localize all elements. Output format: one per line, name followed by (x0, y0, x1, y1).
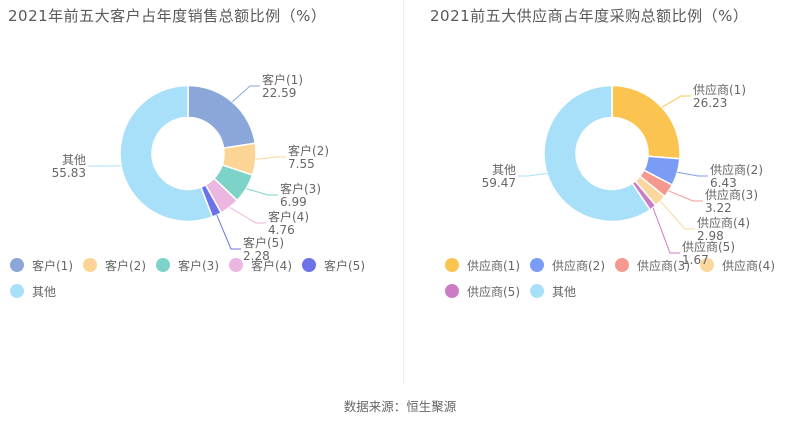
legend-label: 供应商(5) (467, 284, 520, 299)
slice-label: 客户(4) 4.76 (268, 209, 309, 237)
legend-item-1-1[interactable]: 供应商(2) (530, 257, 605, 273)
legend-item-1-2[interactable]: 供应商(3) (615, 257, 690, 273)
slice-label: 客户(3) 6.99 (280, 181, 321, 209)
label-leader-line (661, 95, 691, 108)
right-chart-title: 2021前五大供应商占年度采购总额比例（%） (430, 7, 749, 25)
legend-item-0-1[interactable]: 客户(2) (83, 257, 146, 273)
slice-label: 其他 59.47 (482, 163, 516, 190)
legend-item-0-4[interactable]: 客户(5) (302, 257, 365, 273)
pie-slice-0-0[interactable] (187, 84, 256, 149)
pie-slice-0-5[interactable] (119, 84, 214, 223)
legend-label: 供应商(4) (722, 258, 775, 273)
legend-item-1-0[interactable]: 供应商(1) (445, 257, 520, 273)
legend-label: 供应商(2) (552, 258, 605, 273)
panel-divider (403, 0, 404, 384)
legend-dot-icon (302, 258, 316, 272)
legend-dot-icon (700, 258, 714, 272)
legend-dot-icon (530, 258, 544, 272)
left-chart-legend: 客户(1) 客户(2) 客户(3) 客户(4) 客户(5) 其他 (10, 257, 402, 299)
slice-label: 供应商(3) 3.22 (705, 187, 758, 215)
slice-label: 供应商(1) 26.23 (693, 82, 746, 110)
slice-label: 客户(2) 7.55 (288, 143, 329, 171)
label-leader-line (255, 156, 286, 160)
label-leader-line (229, 206, 266, 224)
legend-item-1-4[interactable]: 供应商(5) (445, 283, 520, 299)
legend-item-0-2[interactable]: 客户(3) (156, 257, 219, 273)
label-leader-line (660, 200, 695, 230)
slice-label: 供应商(2) 6.43 (710, 162, 763, 190)
legend-item-1-3[interactable]: 供应商(4) (700, 257, 775, 273)
label-leader-line (231, 85, 260, 103)
legend-dot-icon (156, 258, 170, 272)
legend-label: 客户(2) (105, 258, 146, 273)
pie-slice-1-5[interactable] (543, 84, 651, 223)
data-source-note: 数据来源：恒生聚源 (343, 399, 457, 414)
legend-item-0-0[interactable]: 客户(1) (10, 257, 73, 273)
left-chart-title: 2021年前五大客户占年度销售总额比例（%） (8, 7, 327, 25)
legend-dot-icon (83, 258, 97, 272)
legend-label: 客户(4) (251, 258, 292, 273)
legend-dot-icon (445, 258, 459, 272)
legend-item-0-3[interactable]: 客户(4) (229, 257, 292, 273)
legend-item-0-5[interactable]: 其他 (10, 283, 56, 299)
slice-label: 客户(1) 22.59 (262, 72, 303, 100)
label-leader-line (216, 214, 241, 250)
label-leader-line (652, 207, 680, 254)
legend-dot-icon (615, 258, 629, 272)
legend-dot-icon (229, 258, 243, 272)
legend-dot-icon (10, 258, 24, 272)
legend-dot-icon (445, 284, 459, 298)
legend-label: 其他 (552, 284, 577, 299)
legend-label: 客户(3) (178, 258, 219, 273)
label-leader-line (246, 188, 278, 196)
legend-label: 供应商(3) (637, 258, 690, 273)
slice-label: 其他 55.83 (52, 153, 86, 180)
right-chart-legend: 供应商(1) 供应商(2) 供应商(3) 供应商(4) 供应商(5) 其他 (445, 257, 797, 299)
legend-label: 其他 (32, 284, 57, 299)
slice-label: 供应商(4) 2.98 (697, 215, 750, 243)
label-leader-line (518, 172, 548, 177)
label-leader-line (677, 171, 708, 177)
pie-slice-1-0[interactable] (611, 84, 681, 160)
label-leader-line (668, 190, 703, 202)
legend-dot-icon (10, 284, 24, 298)
legend-label: 客户(1) (32, 258, 73, 273)
legend-dot-icon (530, 284, 544, 298)
legend-item-1-5[interactable]: 其他 (530, 283, 576, 299)
legend-label: 供应商(1) (467, 258, 520, 273)
legend-label: 客户(5) (324, 258, 365, 273)
